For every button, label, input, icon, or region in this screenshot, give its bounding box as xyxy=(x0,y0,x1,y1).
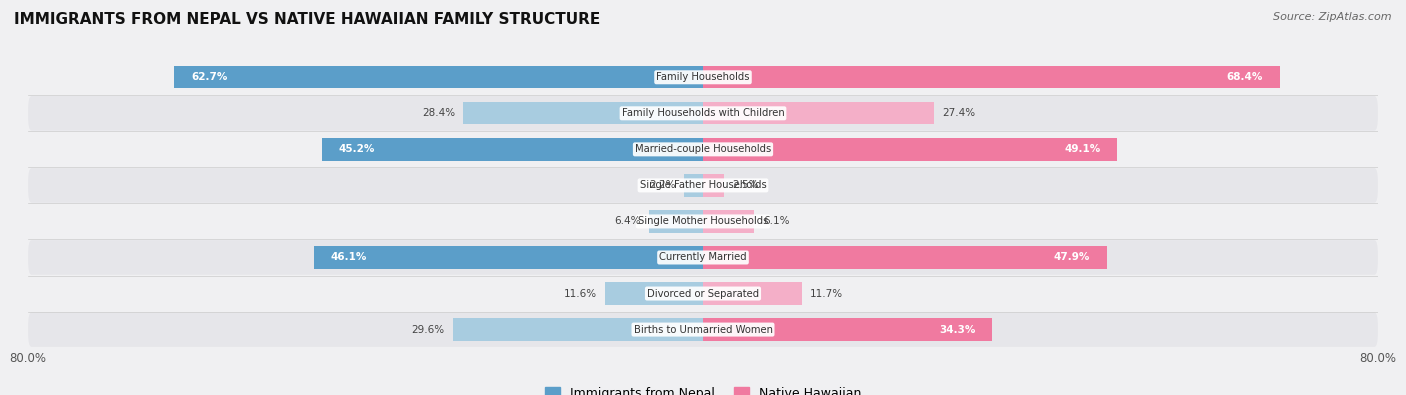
Bar xyxy=(174,66,703,88)
Text: 62.7%: 62.7% xyxy=(191,72,228,82)
Bar xyxy=(464,102,703,124)
Bar xyxy=(703,102,934,124)
FancyBboxPatch shape xyxy=(28,276,1378,311)
Text: IMMIGRANTS FROM NEPAL VS NATIVE HAWAIIAN FAMILY STRUCTURE: IMMIGRANTS FROM NEPAL VS NATIVE HAWAIIAN… xyxy=(14,12,600,27)
Text: 47.9%: 47.9% xyxy=(1054,252,1090,263)
Text: 46.1%: 46.1% xyxy=(330,252,367,263)
Bar xyxy=(703,174,724,197)
Text: 6.1%: 6.1% xyxy=(763,216,789,226)
FancyBboxPatch shape xyxy=(28,132,1378,167)
Text: 27.4%: 27.4% xyxy=(942,108,976,118)
Text: Married-couple Households: Married-couple Households xyxy=(636,144,770,154)
FancyBboxPatch shape xyxy=(28,96,1378,131)
Text: Single Father Households: Single Father Households xyxy=(640,181,766,190)
Text: Divorced or Separated: Divorced or Separated xyxy=(647,288,759,299)
FancyBboxPatch shape xyxy=(28,204,1378,239)
Text: 6.4%: 6.4% xyxy=(614,216,641,226)
Text: 11.7%: 11.7% xyxy=(810,288,844,299)
Text: 68.4%: 68.4% xyxy=(1227,72,1263,82)
FancyBboxPatch shape xyxy=(28,168,1378,203)
Bar xyxy=(650,210,703,233)
FancyBboxPatch shape xyxy=(28,240,1378,275)
Text: 29.6%: 29.6% xyxy=(412,325,444,335)
Bar xyxy=(703,246,1107,269)
Bar xyxy=(703,138,1118,160)
FancyBboxPatch shape xyxy=(28,60,1378,94)
Bar xyxy=(453,318,703,341)
Text: 11.6%: 11.6% xyxy=(564,288,596,299)
Text: Family Households with Children: Family Households with Children xyxy=(621,108,785,118)
Text: 45.2%: 45.2% xyxy=(339,144,375,154)
FancyBboxPatch shape xyxy=(28,312,1378,347)
Text: Family Households: Family Households xyxy=(657,72,749,82)
Bar xyxy=(685,174,703,197)
Bar xyxy=(703,66,1279,88)
Text: 28.4%: 28.4% xyxy=(422,108,456,118)
Bar xyxy=(703,282,801,305)
Bar xyxy=(703,318,993,341)
Text: 2.5%: 2.5% xyxy=(733,181,759,190)
Text: Currently Married: Currently Married xyxy=(659,252,747,263)
Bar xyxy=(322,138,703,160)
Text: 2.2%: 2.2% xyxy=(650,181,676,190)
Text: Births to Unmarried Women: Births to Unmarried Women xyxy=(634,325,772,335)
Text: Source: ZipAtlas.com: Source: ZipAtlas.com xyxy=(1274,12,1392,22)
Text: 34.3%: 34.3% xyxy=(939,325,976,335)
Bar xyxy=(605,282,703,305)
Bar xyxy=(314,246,703,269)
Bar xyxy=(703,210,755,233)
Text: 49.1%: 49.1% xyxy=(1064,144,1101,154)
Text: Single Mother Households: Single Mother Households xyxy=(638,216,768,226)
Legend: Immigrants from Nepal, Native Hawaiian: Immigrants from Nepal, Native Hawaiian xyxy=(540,382,866,395)
